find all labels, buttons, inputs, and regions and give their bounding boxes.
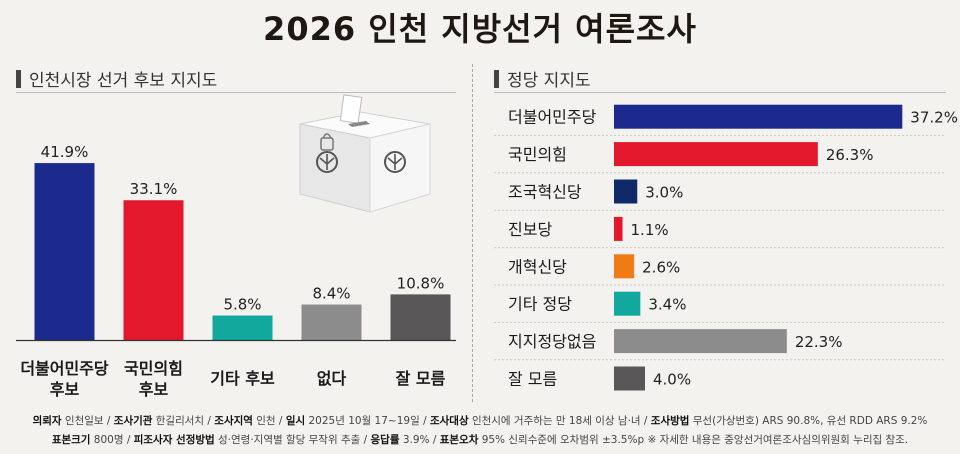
party-bar [614,104,903,129]
candidate-value-label: 8.4% [312,285,350,303]
footer-line-2: 표본크기 800명 / 피조사자 선정방법 성·연령·지역별 할당 무작위 추출… [0,431,960,450]
footer-key: 피조사자 선정방법 [133,434,215,446]
footer-value: 인천일보 [61,415,104,427]
party-category-label: 잘 모름 [508,370,557,389]
party-bar [614,179,638,204]
party-category-label: 조국혁신당 [508,183,582,202]
candidate-bar [390,294,451,340]
footer-value: 인천 [252,415,276,427]
footer-value: 2025년 10월 17~19일 [305,415,420,427]
footer-key: 일시 [285,415,306,427]
footer-value: 95% 신뢰수준에 오차범위 ±3.5%p [478,434,645,446]
candidate-category-label: 더불어민주당 [20,359,109,378]
footer-value: 성·연령·지역별 할당 무작위 추출 [214,434,361,446]
candidate-value-label: 33.1% [130,180,178,198]
candidate-category-label: 기타 후보 [210,369,275,388]
heading-marker [494,69,499,88]
page-title: 2026 인천 지방선거 여론조사 [263,10,697,48]
left-heading-text: 인천시장 선거 후보 지지도 [29,71,218,91]
party-bar [614,366,645,391]
party-value-label: 26.3% [826,146,874,164]
right-heading-text: 정당 지지도 [507,71,591,91]
footer-separator: / [275,415,286,427]
footer-value: 무선(가상번호) ARS 90.8%, 유선 RDD ARS 9.2% [689,415,928,427]
party-value-label: 22.3% [795,333,843,351]
footer-separator: / [419,415,430,427]
party-category-label: 개혁신당 [508,257,567,276]
footer-key: 응답률 [370,434,400,446]
section-divider [472,64,473,402]
right-heading-rule [494,92,946,93]
footer-separator: / [360,434,371,446]
candidate-bar [34,163,95,340]
party-bar [614,291,641,316]
footer-separator: / [123,434,134,446]
footer-separator: / [429,434,440,446]
party-value-label: 3.4% [648,296,686,314]
candidate-category-label: 잘 모름 [396,369,446,388]
party-bar [614,254,635,279]
candidate-category-label: 후보 [50,380,80,399]
footer-key: 조사방법 [650,415,690,427]
footer-value: 800명 [90,434,124,446]
party-value-label: 2.6% [642,258,680,276]
candidate-value-label: 5.8% [223,296,261,314]
right-section-heading: 정당 지지도 [494,66,591,91]
footer-separator: / [640,415,651,427]
party-category-label: 국민의힘 [508,145,567,164]
party-value-label: 37.2% [910,109,958,127]
footer-separator: / [103,415,114,427]
candidate-category-label: 없다 [317,369,347,388]
party-value-label: 1.1% [631,221,669,239]
party-category-label: 기타 정당 [508,295,572,314]
footer-key: 조사대상 [429,415,469,427]
ballot-box-icon [299,94,431,213]
party-bar [614,329,787,354]
footer-key: 조사기관 [113,415,153,427]
footer-key: 조사지역 [214,415,253,427]
left-heading-rule [16,92,456,93]
party-value-label: 4.0% [653,371,691,389]
candidate-bar [212,315,273,340]
candidate-value-label: 10.8% [397,274,445,292]
candidate-category-label: 국민의힘 [124,359,183,378]
party-bar [614,216,623,241]
footer-value: 3.9% [399,434,430,446]
candidate-bar [123,200,184,340]
party-value-label: 3.0% [645,184,683,202]
footer-line-1: 의뢰자 인천일보 / 조사기관 한길리서치 / 조사지역 인천 / 일시 202… [0,412,960,431]
party-category-label: 더불어민주당 [508,108,597,127]
footer-value: 인천시에 거주하는 만 18세 이상 남·녀 [468,415,641,427]
heading-marker [16,69,21,88]
candidate-bar [301,304,362,340]
footer-value: 한길리서치 [152,415,205,427]
footer-key: 표본오차 [439,434,479,446]
left-section-heading: 인천시장 선거 후보 지지도 [16,66,217,91]
candidate-category-label: 후보 [139,380,169,399]
footer-key: 표본크기 [51,434,91,446]
candidate-value-label: 41.9% [41,143,89,161]
footer-note: ※ 자세한 내용은 중앙선거여론조사심의위원회 누리집 참조. [644,434,909,446]
footer-key: 의뢰자 [32,415,62,427]
party-category-label: 진보당 [508,220,552,239]
party-category-label: 지지정당없음 [508,332,596,351]
footer-separator: / [204,415,215,427]
party-bar [614,142,818,167]
footer-info: 의뢰자 인천일보 / 조사기관 한길리서치 / 조사지역 인천 / 일시 202… [0,412,960,450]
